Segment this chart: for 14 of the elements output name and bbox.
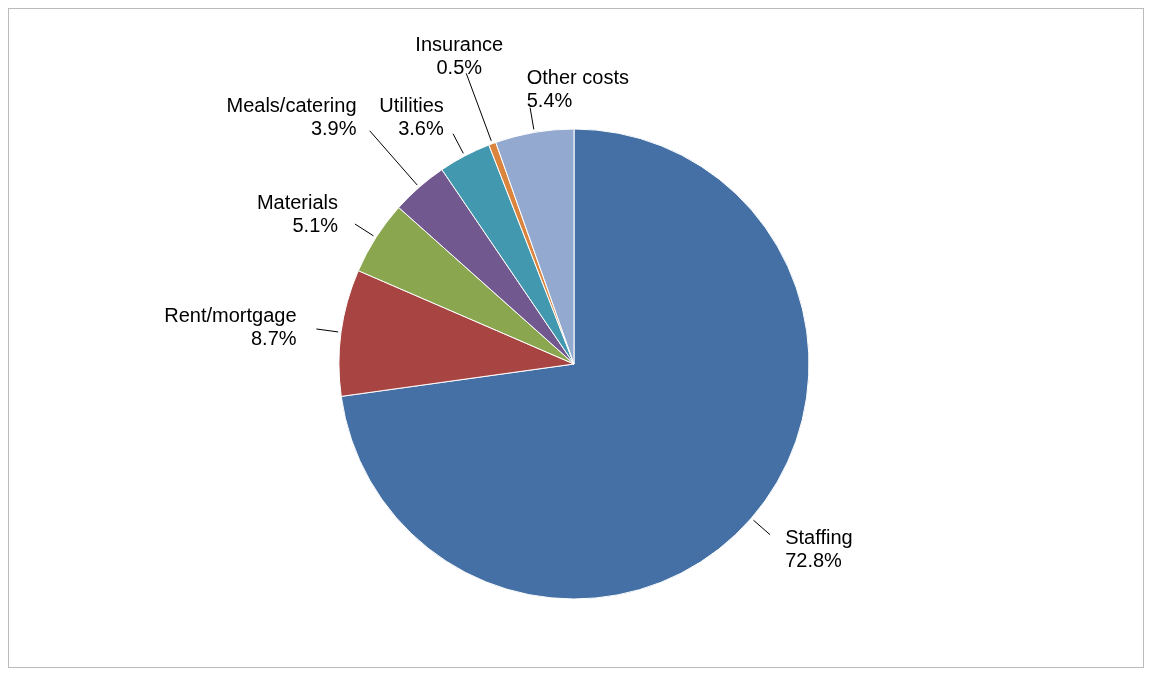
data-label: 5.1%: [292, 214, 339, 237]
slice-label: Other costs: [526, 66, 629, 89]
data-label: 5.4%: [526, 89, 573, 112]
data-label: 3.6%: [398, 117, 444, 140]
slice-label: Insurance: [415, 32, 504, 55]
slice-label: Materials: [256, 191, 339, 214]
slice-label: Staffing: [785, 525, 853, 548]
slice-label: Meals/catering: [226, 93, 357, 116]
data-label: 8.7%: [250, 327, 297, 350]
data-label: 0.5%: [436, 55, 483, 78]
slice-label: Rent/mortgage: [164, 304, 297, 327]
data-label: 72.8%: [785, 548, 843, 571]
data-label: 3.9%: [310, 116, 357, 139]
slice-label: Utilities: [379, 94, 444, 117]
